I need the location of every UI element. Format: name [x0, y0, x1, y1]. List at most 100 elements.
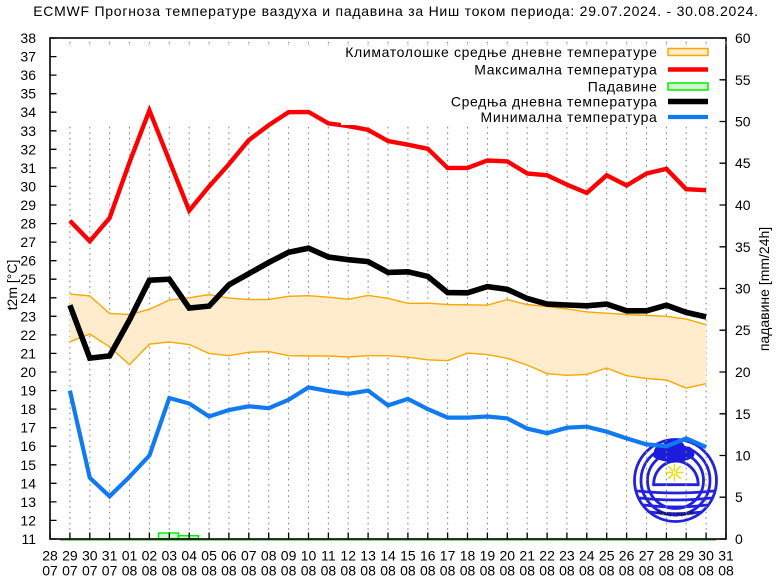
svg-text:08: 08	[579, 563, 595, 579]
svg-text:Падавине: Падавине	[588, 79, 658, 95]
svg-text:10: 10	[735, 448, 751, 464]
svg-text:35: 35	[735, 239, 751, 255]
svg-text:15: 15	[20, 457, 36, 473]
svg-text:Минимална температура: Минимална температура	[481, 109, 658, 125]
svg-text:01: 01	[122, 548, 138, 564]
svg-text:5: 5	[735, 489, 743, 505]
svg-text:25: 25	[735, 322, 751, 338]
svg-text:18: 18	[20, 401, 36, 417]
svg-text:Средња дневна температура: Средња дневна температура	[451, 94, 658, 110]
svg-text:08: 08	[460, 563, 476, 579]
svg-text:08: 08	[480, 563, 496, 579]
svg-text:05: 05	[201, 548, 217, 564]
svg-text:30: 30	[82, 548, 98, 564]
svg-text:08: 08	[221, 563, 237, 579]
svg-text:30: 30	[20, 178, 36, 194]
svg-text:08: 08	[500, 563, 516, 579]
svg-text:02: 02	[142, 548, 158, 564]
svg-text:23: 23	[20, 308, 36, 324]
svg-text:38: 38	[20, 30, 36, 46]
svg-text:08: 08	[201, 563, 217, 579]
svg-text:07: 07	[241, 548, 257, 564]
svg-text:08: 08	[122, 563, 138, 579]
svg-text:20: 20	[500, 548, 516, 564]
svg-text:23: 23	[559, 548, 575, 564]
svg-text:падавине [mm/24h]: падавине [mm/24h]	[756, 227, 772, 351]
svg-text:08: 08	[420, 563, 436, 579]
svg-text:32: 32	[20, 141, 36, 157]
svg-text:03: 03	[162, 548, 178, 564]
svg-text:16: 16	[20, 438, 36, 454]
svg-text:28: 28	[20, 216, 36, 232]
svg-text:07: 07	[82, 563, 98, 579]
svg-text:04: 04	[181, 548, 197, 564]
svg-text:35: 35	[20, 86, 36, 102]
svg-text:55: 55	[735, 72, 751, 88]
svg-text:08: 08	[162, 563, 178, 579]
svg-text:30: 30	[735, 281, 751, 297]
svg-text:60: 60	[735, 30, 751, 46]
svg-text:21: 21	[519, 548, 535, 564]
svg-text:29: 29	[62, 548, 78, 564]
svg-text:21: 21	[20, 345, 36, 361]
svg-text:08: 08	[380, 563, 396, 579]
svg-text:Максимална температура: Максимална температура	[474, 62, 657, 78]
svg-text:15: 15	[735, 406, 751, 422]
svg-text:26: 26	[20, 253, 36, 269]
svg-text:08: 08	[400, 563, 416, 579]
svg-text:08: 08	[599, 563, 615, 579]
svg-text:24: 24	[579, 548, 595, 564]
svg-text:11: 11	[321, 548, 336, 564]
svg-text:08: 08	[321, 563, 337, 579]
svg-text:19: 19	[480, 548, 496, 564]
svg-text:08: 08	[281, 563, 297, 579]
svg-text:08: 08	[619, 563, 635, 579]
svg-text:12: 12	[20, 512, 36, 528]
svg-text:08: 08	[340, 563, 356, 579]
svg-text:08: 08	[440, 563, 456, 579]
svg-text:14: 14	[380, 548, 396, 564]
svg-text:08: 08	[360, 563, 376, 579]
svg-text:08: 08	[261, 548, 277, 564]
svg-text:15: 15	[400, 548, 416, 564]
svg-text:22: 22	[20, 327, 36, 343]
svg-text:08: 08	[718, 563, 734, 579]
svg-text:18: 18	[460, 548, 476, 564]
svg-text:РХМЗ СРБИЈЕ: РХМЗ СРБИЈЕ	[656, 510, 695, 518]
svg-text:28: 28	[42, 548, 58, 564]
svg-text:Климатолошке средње дневне тем: Климатолошке средње дневне температуре	[345, 44, 657, 60]
svg-text:33: 33	[20, 123, 36, 139]
svg-text:08: 08	[519, 563, 535, 579]
svg-text:24: 24	[20, 290, 36, 306]
svg-text:36: 36	[20, 67, 36, 83]
svg-text:29: 29	[678, 548, 694, 564]
svg-text:09: 09	[281, 548, 297, 564]
svg-text:ECMWF Прогноза температуре ваз: ECMWF Прогноза температуре ваздуха и пад…	[33, 3, 759, 19]
svg-text:0: 0	[735, 531, 743, 547]
svg-text:19: 19	[20, 383, 36, 399]
svg-text:07: 07	[42, 563, 58, 579]
svg-text:25: 25	[599, 548, 615, 564]
svg-text:08: 08	[678, 563, 694, 579]
svg-text:31: 31	[718, 548, 734, 564]
svg-text:08: 08	[659, 563, 675, 579]
svg-text:26: 26	[619, 548, 635, 564]
svg-text:08: 08	[698, 563, 714, 579]
svg-text:17: 17	[440, 548, 456, 564]
svg-text:31: 31	[102, 548, 118, 564]
svg-text:14: 14	[20, 475, 36, 491]
svg-text:07: 07	[62, 563, 78, 579]
svg-text:34: 34	[20, 104, 36, 120]
svg-text:16: 16	[420, 548, 436, 564]
svg-text:08: 08	[241, 563, 257, 579]
svg-text:08: 08	[142, 563, 158, 579]
svg-text:25: 25	[20, 271, 36, 287]
svg-text:20: 20	[20, 364, 36, 380]
svg-text:07: 07	[102, 563, 118, 579]
svg-text:31: 31	[20, 160, 36, 176]
svg-text:22: 22	[539, 548, 555, 564]
svg-text:08: 08	[639, 563, 655, 579]
svg-text:28: 28	[659, 548, 675, 564]
svg-text:t2m [°C]: t2m [°C]	[4, 260, 20, 311]
svg-text:27: 27	[20, 234, 36, 250]
